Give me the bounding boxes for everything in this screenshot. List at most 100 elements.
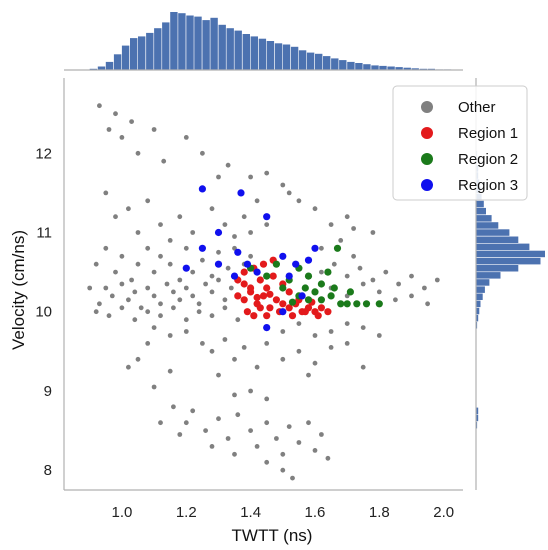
data-point <box>209 444 215 449</box>
hist-x-bar <box>323 56 331 70</box>
hist-x-bar <box>274 43 283 70</box>
data-point <box>234 292 242 300</box>
data-point <box>306 372 311 378</box>
x-axis-ticks: 1.0 1.2 1.4 1.6 1.8 2.0 <box>111 504 454 521</box>
data-point <box>103 190 109 196</box>
data-point <box>138 305 144 311</box>
data-point <box>312 333 318 338</box>
hist-y-bar <box>476 207 486 215</box>
x-tick-label: 1.8 <box>369 504 390 521</box>
series-region-2 <box>247 244 383 308</box>
hist-y-bar <box>476 236 519 243</box>
y-tick-label: 11 <box>36 225 52 242</box>
data-point <box>177 214 183 220</box>
data-point <box>337 300 345 308</box>
data-point <box>234 248 242 256</box>
x-tick-label: 2.0 <box>433 504 454 521</box>
hist-x-bar <box>242 34 250 70</box>
data-point <box>362 300 371 308</box>
legend-marker <box>421 127 433 139</box>
data-point <box>241 214 247 220</box>
data-point <box>331 261 337 267</box>
data-point <box>263 284 271 292</box>
data-point <box>240 280 248 288</box>
data-point <box>328 329 334 334</box>
data-point <box>266 304 274 312</box>
data-point <box>253 268 261 276</box>
data-point <box>177 277 183 283</box>
data-point <box>135 356 141 362</box>
hist-y-bar <box>476 215 492 222</box>
data-point <box>241 345 247 350</box>
data-point <box>119 135 125 140</box>
data-point <box>357 265 363 271</box>
data-point <box>376 289 382 295</box>
data-point <box>158 313 163 319</box>
data-point <box>264 420 270 426</box>
data-point <box>200 257 205 263</box>
data-point <box>344 321 350 326</box>
data-point <box>330 284 338 292</box>
data-point <box>333 244 342 252</box>
hist-x-bar <box>387 66 395 70</box>
data-point <box>151 293 157 299</box>
y-tick-label: 8 <box>44 462 52 479</box>
data-point <box>103 285 109 291</box>
data-point <box>119 305 125 311</box>
legend-frame <box>392 85 528 201</box>
data-point <box>240 296 248 304</box>
data-point <box>171 289 176 295</box>
data-point <box>225 162 231 168</box>
legend-marker <box>421 101 433 113</box>
data-point <box>312 360 318 366</box>
x-axis-label: TWTT (ns) <box>232 526 313 545</box>
data-point <box>256 304 264 312</box>
data-point <box>304 296 313 304</box>
data-point <box>327 292 335 300</box>
data-point <box>200 150 205 156</box>
x-tick-label: 1.0 <box>111 504 132 521</box>
hist-x-bar <box>339 60 347 70</box>
data-point <box>280 182 286 188</box>
data-point <box>93 309 99 315</box>
data-point <box>190 408 196 414</box>
data-point <box>409 273 414 279</box>
scatter-points <box>87 103 440 481</box>
data-point <box>325 455 331 461</box>
data-point <box>393 297 398 303</box>
data-point <box>145 245 151 251</box>
data-point <box>203 281 209 287</box>
legend-label: Region 1 <box>458 125 518 142</box>
data-point <box>222 297 228 303</box>
data-point <box>182 264 190 272</box>
data-point <box>296 348 302 354</box>
data-point <box>272 296 280 304</box>
hist-x-bar <box>355 63 363 70</box>
data-point <box>232 451 237 457</box>
hist-x-bar <box>290 46 299 70</box>
series-region-1 <box>234 256 332 320</box>
hist-x-bar <box>113 54 122 70</box>
data-point <box>353 300 361 308</box>
data-point <box>216 249 221 255</box>
data-point <box>145 285 151 291</box>
data-point <box>177 432 183 437</box>
data-point <box>158 253 163 259</box>
data-point <box>409 293 414 299</box>
hist-x-bar <box>97 66 106 70</box>
data-point <box>288 298 297 306</box>
data-point <box>304 256 313 264</box>
data-point <box>383 269 389 275</box>
data-point <box>135 150 141 156</box>
data-point <box>274 436 279 441</box>
data-point <box>151 269 157 275</box>
legend-marker <box>421 153 433 165</box>
data-point <box>272 260 280 268</box>
hist-y-bar <box>476 243 530 251</box>
data-point <box>158 301 163 307</box>
hist-x-bar <box>146 32 154 70</box>
legend-entries: Other Region 1 Region 2 Region 3 <box>421 99 518 194</box>
data-point <box>243 260 251 268</box>
data-point <box>324 268 332 276</box>
data-point <box>286 424 292 429</box>
